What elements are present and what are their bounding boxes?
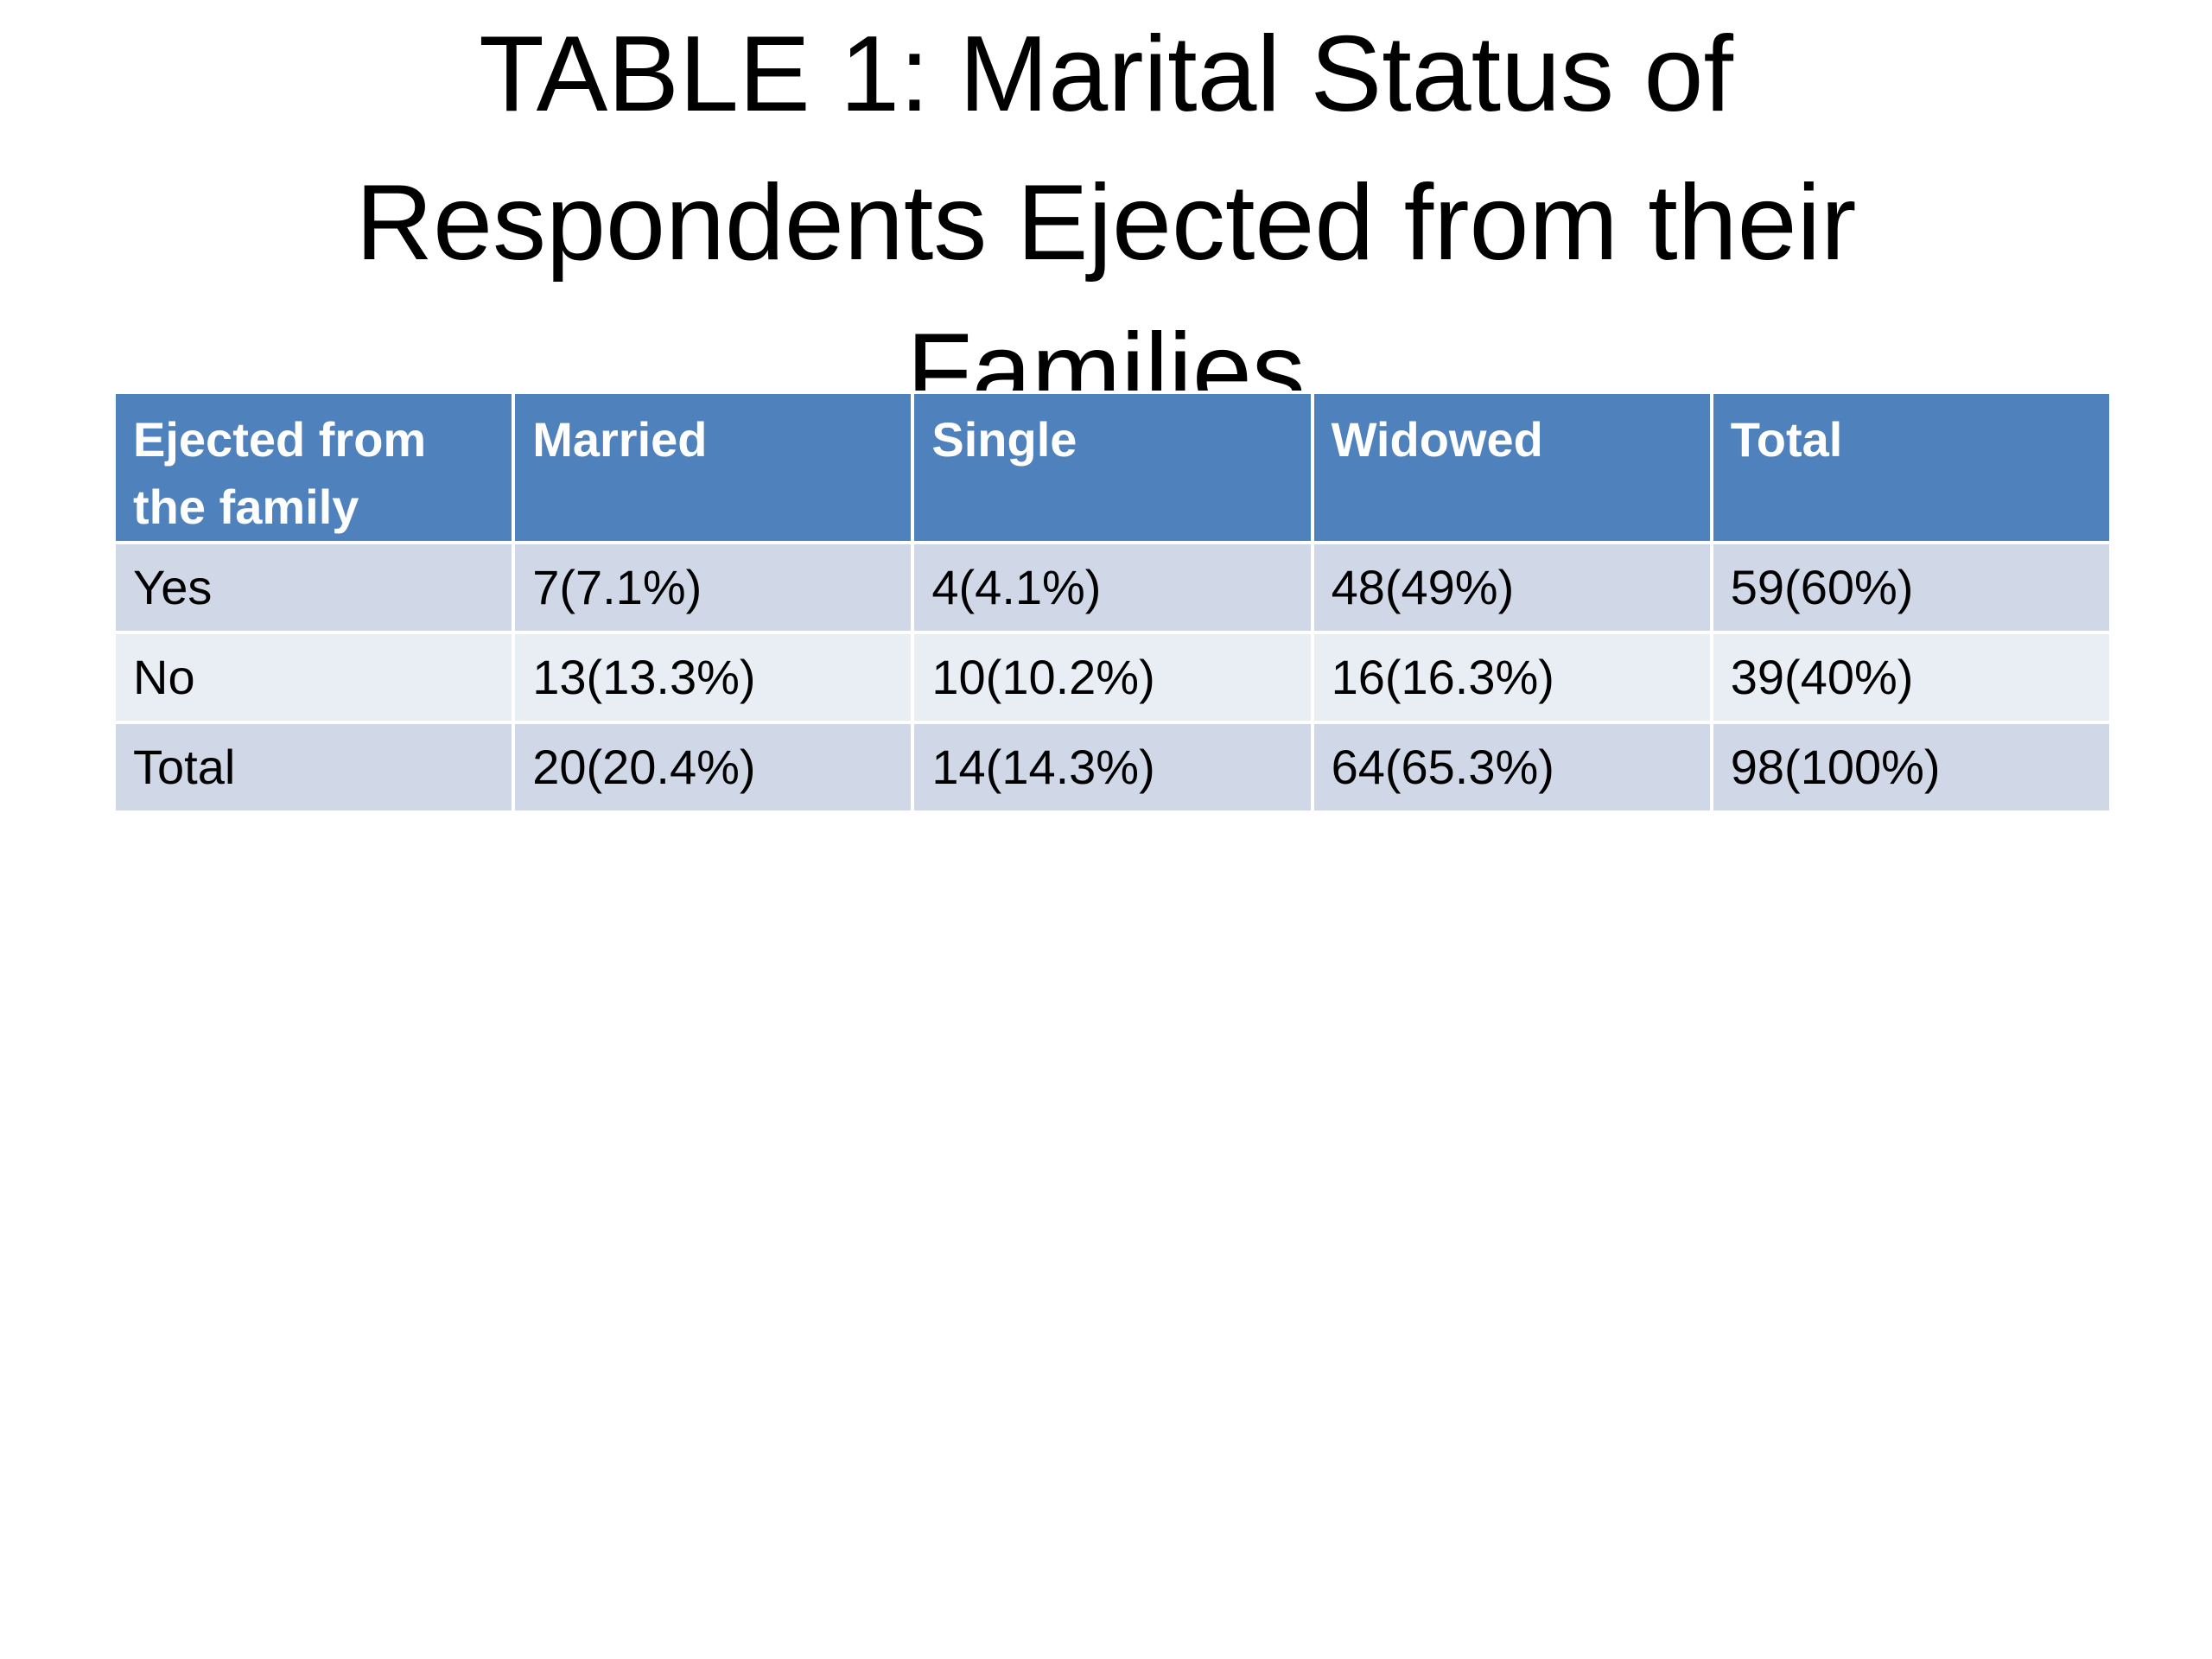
widowed-cell: 48(49%): [1310, 541, 1713, 634]
title-area: TABLE 1: Marital Status of Respondents E…: [0, 0, 2212, 391]
total-cell: 59(60%): [1709, 541, 2113, 634]
widowed-cell: 64(65.3%): [1310, 721, 1713, 814]
header-widowed: Widowed: [1310, 391, 1713, 544]
header-total: Total: [1709, 391, 2113, 544]
total-cell: 39(40%): [1709, 631, 2113, 724]
total-cell: 98(100%): [1709, 721, 2113, 814]
row-label-cell: Yes: [111, 541, 516, 634]
header-ejected-from-family: Ejected from the family: [111, 391, 516, 544]
header-single: Single: [911, 391, 1314, 544]
married-cell: 20(20.4%): [512, 721, 915, 814]
header-married: Married: [512, 391, 915, 544]
row-label-cell: Total: [111, 721, 516, 814]
slide-title: TABLE 1: Marital Status of Respondents E…: [355, 15, 1857, 391]
table-row-no: No 13(13.3%) 10(10.2%) 16(16.3%) 39(40%): [111, 631, 2113, 724]
single-cell: 4(4.1%): [911, 541, 1314, 634]
table-body: Yes 7(7.1%) 4(4.1%) 48(49%) 59(60%) No 1…: [111, 541, 2113, 814]
widowed-cell: 16(16.3%): [1310, 631, 1713, 724]
header-row: Ejected from the family Married Single W…: [111, 391, 2113, 544]
married-cell: 7(7.1%): [512, 541, 915, 634]
single-cell: 14(14.3%): [911, 721, 1314, 814]
row-label-cell: No: [111, 631, 516, 724]
table-row-yes: Yes 7(7.1%) 4(4.1%) 48(49%) 59(60%): [111, 541, 2113, 634]
marital-status-table: Ejected from the family Married Single W…: [111, 391, 2113, 814]
table-row-total: Total 20(20.4%) 14(14.3%) 64(65.3%) 98(1…: [111, 721, 2113, 814]
married-cell: 13(13.3%): [512, 631, 915, 724]
single-cell: 10(10.2%): [911, 631, 1314, 724]
table-header: Ejected from the family Married Single W…: [111, 391, 2113, 544]
